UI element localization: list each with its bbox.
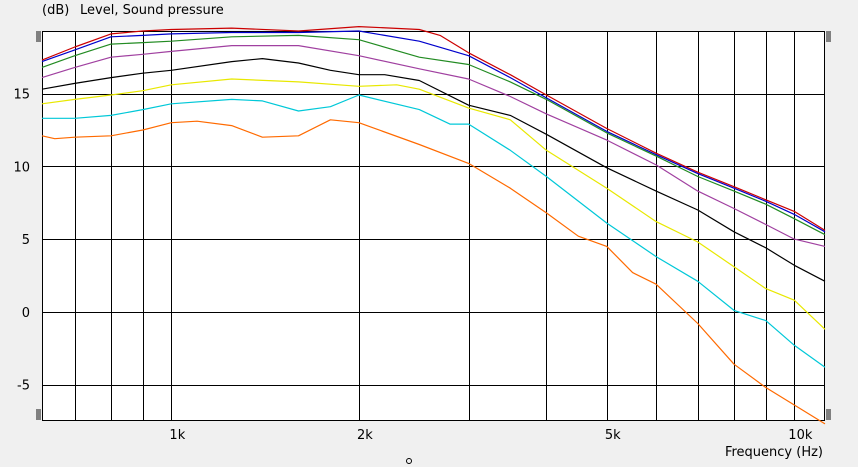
plot-area: [42, 31, 825, 421]
y-tick-label: 15: [13, 88, 30, 103]
series-line: [41, 26, 826, 231]
x-tick-label: 10k: [788, 428, 813, 443]
chart-title: Level, Sound pressure: [80, 3, 224, 18]
bottom-right-handle[interactable]: [826, 409, 831, 420]
plot-border: [42, 31, 825, 421]
series-line: [41, 119, 826, 425]
x-tick-label: 5k: [605, 428, 621, 443]
y-tick-labels: 15 10 5 0 -5: [13, 88, 30, 394]
series-line: [42, 94, 826, 368]
series-line: [41, 34, 826, 236]
y-tick-label: 10: [13, 160, 30, 175]
series-line: [41, 78, 826, 330]
y-axis-unit: (dB): [42, 3, 69, 18]
x-tick-label: 2k: [357, 428, 373, 443]
x-axis-label: Frequency (Hz): [725, 445, 823, 460]
top-left-handle[interactable]: [36, 31, 41, 42]
bottom-left-handle[interactable]: [36, 409, 41, 420]
cursor-marker-icon[interactable]: [406, 458, 412, 464]
y-tick-label: 0: [22, 306, 30, 321]
series-line: [41, 44, 826, 247]
top-right-handle[interactable]: [826, 31, 831, 42]
series-group: [41, 26, 826, 425]
x-tick-labels: 1k 2k 5k 10k: [169, 428, 812, 443]
series-line: [41, 30, 826, 233]
y-tick-label: 5: [22, 233, 30, 248]
series-line: [41, 57, 826, 282]
y-tick-label: -5: [17, 379, 30, 394]
x-tick-label: 1k: [169, 428, 185, 443]
